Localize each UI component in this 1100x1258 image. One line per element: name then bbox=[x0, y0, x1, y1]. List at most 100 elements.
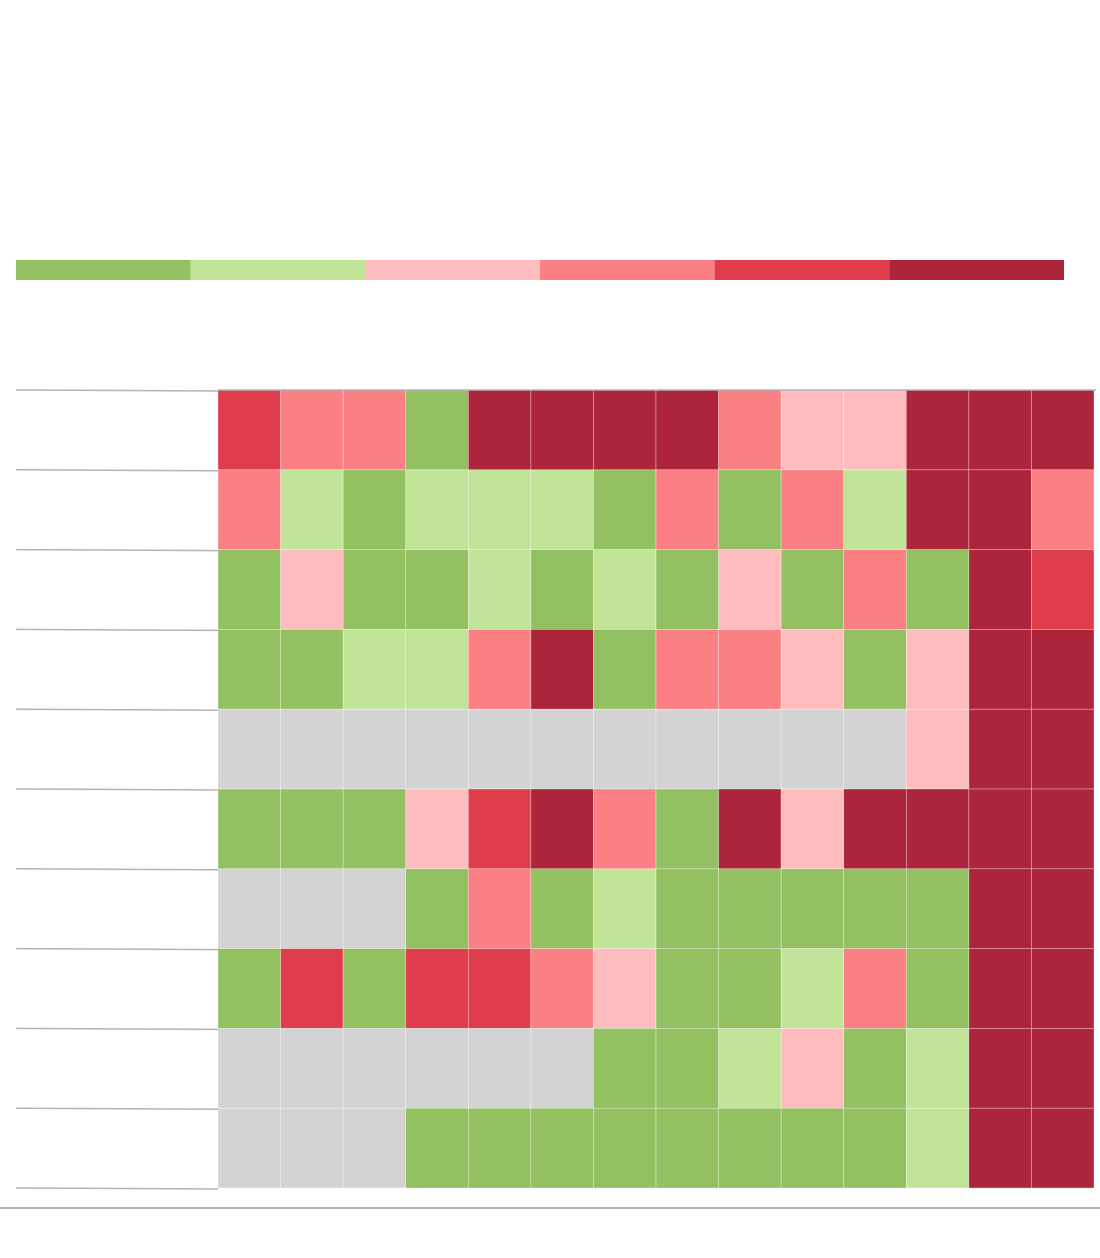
legend-swatch-0 bbox=[16, 260, 191, 280]
heatmap-grid bbox=[217, 389, 1095, 1189]
row-separator-9 bbox=[15, 1107, 219, 1110]
heatmap-cell-r3-c2 bbox=[342, 629, 407, 710]
heatmap-cell-r9-c2 bbox=[342, 1107, 407, 1189]
heatmap-cell-r6-c13 bbox=[1031, 868, 1095, 949]
heatmap-cell-r9-c12 bbox=[968, 1107, 1032, 1189]
row-separator-7 bbox=[15, 947, 219, 951]
heatmap-cell-r5-c6 bbox=[593, 788, 657, 870]
heatmap-cell-r7-c1 bbox=[280, 948, 344, 1029]
heatmap-cell-r6-c3 bbox=[405, 868, 469, 949]
heatmap-cell-r2-c10 bbox=[843, 549, 907, 630]
heatmap-cell-r0-c11 bbox=[905, 389, 970, 471]
heatmap-cell-r4-c1 bbox=[280, 708, 344, 790]
heatmap-cell-r9-c13 bbox=[1031, 1107, 1095, 1189]
heatmap-cell-r2-c11 bbox=[905, 549, 970, 630]
heatmap-cell-r6-c6 bbox=[593, 868, 657, 949]
heatmap-cell-r4-c13 bbox=[1031, 708, 1095, 790]
heatmap-cell-r9-c10 bbox=[843, 1107, 907, 1189]
row-separator-0 bbox=[15, 389, 219, 392]
heatmap-cell-r0-c9 bbox=[780, 389, 845, 471]
row-separators bbox=[0, 389, 1100, 1209]
heatmap-cell-r4-c8 bbox=[718, 708, 782, 790]
heatmap-cell-r4-c4 bbox=[467, 708, 532, 790]
heatmap-cell-r7-c6 bbox=[593, 948, 657, 1029]
heatmap-cell-r6-c7 bbox=[655, 868, 719, 949]
heatmap-cell-r9-c5 bbox=[530, 1107, 594, 1189]
legend-swatch-1 bbox=[190, 260, 366, 280]
heatmap-cell-r0-c10 bbox=[843, 389, 907, 471]
heatmap-cell-r8-c7 bbox=[655, 1028, 719, 1109]
heatmap-cell-r5-c11 bbox=[905, 788, 970, 870]
heatmap-cell-r1-c5 bbox=[530, 469, 594, 550]
heatmap-cell-r5-c12 bbox=[968, 788, 1032, 870]
heatmap-cell-r5-c0 bbox=[217, 788, 281, 870]
heatmap-cell-r6-c4 bbox=[467, 868, 532, 949]
heatmap-cell-r2-c3 bbox=[405, 549, 469, 630]
heatmap-cell-r2-c9 bbox=[780, 549, 845, 630]
legend-swatch-3 bbox=[540, 260, 715, 280]
heatmap-cell-r4-c9 bbox=[780, 708, 845, 790]
heatmap-cell-r9-c1 bbox=[280, 1107, 344, 1189]
heatmap-cell-r8-c1 bbox=[280, 1028, 344, 1109]
heatmap-cell-r5-c1 bbox=[280, 788, 344, 870]
row-separator-4 bbox=[15, 708, 219, 711]
heatmap-cell-r4-c11 bbox=[905, 708, 970, 790]
legend-swatch-2 bbox=[365, 260, 540, 280]
heatmap-cell-r3-c3 bbox=[405, 629, 469, 710]
heatmap-cell-r8-c12 bbox=[968, 1028, 1032, 1109]
heatmap-cell-r2-c1 bbox=[280, 549, 344, 630]
heatmap-cell-r0-c3 bbox=[405, 389, 469, 471]
heatmap-cell-r0-c8 bbox=[718, 389, 782, 471]
heatmap-cell-r5-c2 bbox=[342, 788, 407, 870]
heatmap-cell-r3-c5 bbox=[530, 629, 594, 710]
heatmap-cell-r4-c2 bbox=[342, 708, 407, 790]
heatmap-cell-r2-c12 bbox=[968, 549, 1032, 630]
heatmap-cell-r9-c8 bbox=[718, 1107, 782, 1189]
heatmap-cell-r8-c5 bbox=[530, 1028, 594, 1109]
row-separator-5 bbox=[15, 788, 219, 791]
heatmap-cell-r1-c0 bbox=[217, 469, 281, 550]
heatmap-cell-r2-c7 bbox=[655, 549, 719, 630]
heatmap-cell-r8-c11 bbox=[905, 1028, 970, 1109]
heatmap-cell-r3-c4 bbox=[467, 629, 532, 710]
heatmap-cell-r7-c3 bbox=[405, 948, 469, 1029]
heatmap-cell-r3-c13 bbox=[1031, 629, 1095, 710]
heatmap-cell-r7-c2 bbox=[342, 948, 407, 1029]
heatmap-cell-r0-c7 bbox=[655, 389, 719, 471]
heatmap-cell-r4-c6 bbox=[593, 708, 657, 790]
row-separator-6 bbox=[15, 868, 219, 871]
heatmap-cell-r2-c13 bbox=[1031, 549, 1095, 630]
heatmap-cell-r1-c12 bbox=[968, 469, 1032, 550]
heatmap-cell-r6-c5 bbox=[530, 868, 594, 949]
heatmap-cell-r5-c10 bbox=[843, 788, 907, 870]
heatmap-cell-r7-c10 bbox=[843, 948, 907, 1029]
heatmap-cell-r6-c2 bbox=[342, 868, 407, 949]
heatmap-cell-r1-c7 bbox=[655, 469, 719, 550]
heatmap-cell-r8-c0 bbox=[217, 1028, 281, 1109]
row-separator-2 bbox=[15, 548, 219, 552]
heatmap-cell-r2-c6 bbox=[593, 549, 657, 630]
heatmap-cell-r0-c0 bbox=[217, 389, 281, 471]
heatmap-cell-r6-c11 bbox=[905, 868, 970, 949]
heatmap-cell-r9-c9 bbox=[780, 1107, 845, 1189]
heatmap-cell-r2-c8 bbox=[718, 549, 782, 630]
heatmap-cell-r4-c7 bbox=[655, 708, 719, 790]
heatmap-cell-r6-c0 bbox=[217, 868, 281, 949]
heatmap-cell-r3-c10 bbox=[843, 629, 907, 710]
heatmap-cell-r6-c1 bbox=[280, 868, 344, 949]
heatmap-cell-r7-c9 bbox=[780, 948, 845, 1029]
heatmap-cell-r2-c4 bbox=[467, 549, 532, 630]
heatmap-cell-r4-c0 bbox=[217, 708, 281, 790]
heatmap-cell-r0-c12 bbox=[968, 389, 1032, 471]
legend bbox=[16, 260, 1064, 280]
heatmap-cell-r3-c0 bbox=[217, 629, 281, 710]
heatmap-cell-r4-c5 bbox=[530, 708, 594, 790]
heatmap-cell-r3-c9 bbox=[780, 629, 845, 710]
heatmap-cell-r1-c10 bbox=[843, 469, 907, 550]
legend-swatch-5 bbox=[889, 260, 1064, 280]
heatmap-cell-r6-c10 bbox=[843, 868, 907, 949]
heatmap-cell-r7-c12 bbox=[968, 948, 1032, 1029]
heatmap-cell-r4-c10 bbox=[843, 708, 907, 790]
heatmap-cell-r3-c11 bbox=[905, 629, 970, 710]
